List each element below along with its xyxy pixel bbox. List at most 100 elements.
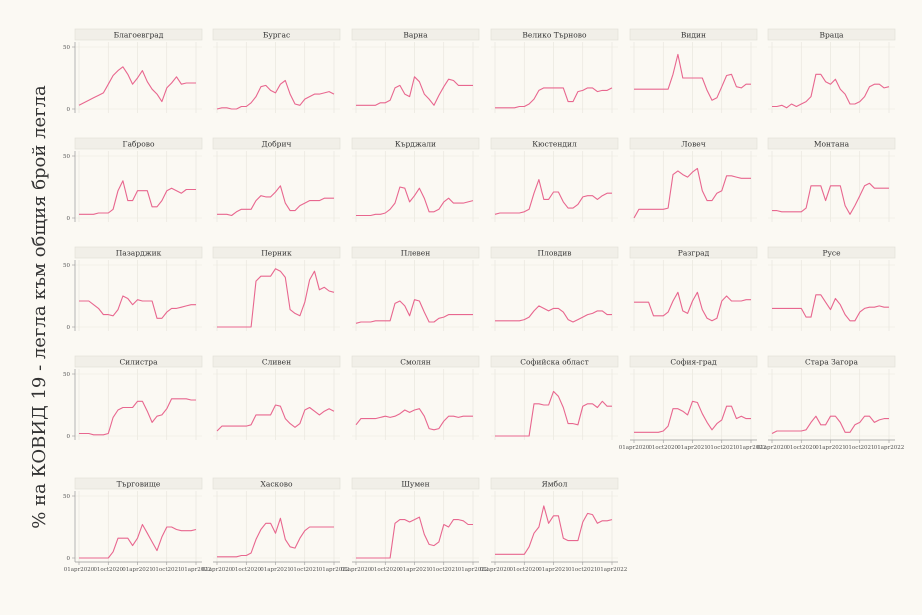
- x-tick-label: 01apr2020: [64, 567, 95, 573]
- facet-panel: Хасково 01apr2020 01oct2020 01apr2021 01oct2…: [202, 477, 349, 573]
- x-tick-label: 01oct2021: [429, 567, 459, 573]
- strip-title: Велико Търново: [522, 31, 587, 40]
- strip-background: [351, 477, 480, 490]
- strip-title: София-град: [670, 358, 717, 367]
- series-line: [356, 76, 473, 106]
- strip-title: Пазарджик: [116, 249, 162, 258]
- strip-background: [490, 137, 619, 150]
- series-line: [356, 186, 474, 217]
- series-line: [494, 179, 612, 215]
- series-line: [217, 185, 334, 217]
- strip-title: Перник: [261, 249, 292, 258]
- strip-title: Стара Загора: [805, 358, 858, 367]
- strip-title: Кърджали: [395, 140, 436, 149]
- strip-title: Плевен: [401, 249, 430, 258]
- strip-background: [212, 477, 341, 490]
- strip-title: Бургас: [263, 31, 290, 40]
- facet-panel: Плевен: [351, 246, 480, 331]
- series-line: [634, 400, 751, 433]
- x-tick-label: 01oct2020: [231, 567, 261, 573]
- x-tick-label: 01oct2020: [370, 567, 400, 573]
- strip-background: [490, 28, 619, 41]
- series-line: [216, 79, 335, 110]
- x-tick-label: 01apr2022: [319, 567, 349, 573]
- x-tick-label: 01oct2021: [290, 567, 320, 573]
- strip-title: Добрич: [262, 140, 292, 149]
- strip-background: [490, 477, 619, 490]
- facet-panel: Смолян: [351, 355, 480, 440]
- x-tick-label: 01apr2021: [260, 567, 290, 573]
- series-line: [495, 505, 613, 555]
- facet-panel: Видин: [629, 28, 758, 113]
- y-tick-label: 0: [67, 325, 71, 331]
- series-line: [79, 523, 197, 559]
- strip-background: [212, 137, 341, 150]
- facet-panel: Шумен 01apr2020 01oct2020 01apr2021 01oct202…: [341, 477, 488, 573]
- facet-panel: София-град 01apr2020 01oct2020 01apr2021 01o…: [619, 355, 766, 451]
- y-tick-label: 50: [63, 263, 70, 269]
- series-line: [79, 398, 196, 436]
- facet-panel: Софийска област: [490, 355, 619, 440]
- strip-title: Русе: [822, 249, 841, 258]
- series-line: [634, 53, 751, 101]
- strip-title: Видин: [681, 31, 706, 40]
- x-tick-label: 01apr2020: [341, 567, 372, 573]
- facet-panel: Варна: [351, 28, 480, 113]
- series-line: [772, 73, 890, 109]
- series-line: [79, 180, 196, 215]
- x-tick-label: 01oct2021: [707, 445, 737, 451]
- series-line: [216, 404, 335, 432]
- facet-panel: Габрово 0 50: [63, 137, 203, 222]
- series-line: [78, 66, 196, 106]
- x-tick-label: 01apr2022: [874, 445, 904, 451]
- strip-background: [351, 246, 480, 259]
- y-tick-label: 50: [63, 154, 70, 160]
- strip-background: [351, 355, 480, 368]
- series-line: [495, 87, 613, 109]
- x-tick-label: 01apr2020: [619, 445, 650, 451]
- x-tick-label: 01oct2020: [93, 567, 123, 573]
- x-tick-label: 01apr2021: [815, 445, 845, 451]
- facet-panel: Пазарджик 0 50: [63, 246, 203, 331]
- y-tick-label: 50: [63, 45, 70, 51]
- strip-background: [74, 477, 203, 490]
- facet-panel: Враца: [767, 28, 896, 113]
- x-tick-label: 01apr2022: [458, 567, 488, 573]
- facet-panel: Русе: [767, 246, 896, 331]
- y-tick-label: 0: [67, 434, 71, 440]
- x-tick-label: 01oct2020: [648, 445, 678, 451]
- y-tick-label: 50: [63, 372, 70, 378]
- x-tick-label: 01oct2020: [786, 445, 816, 451]
- facet-panel: Велико Търново: [490, 28, 619, 113]
- y-axis-label: % на КОВИД 19 - легла към общия брой лег…: [29, 85, 50, 529]
- strip-title: Ямбол: [542, 480, 568, 489]
- x-tick-label: 01apr2021: [399, 567, 429, 573]
- facet-panel: Сливен: [212, 355, 341, 440]
- facet-panel: Монтана: [767, 137, 896, 222]
- x-tick-label: 01apr2021: [122, 567, 152, 573]
- x-tick-label: 01apr2021: [677, 445, 707, 451]
- strip-title: Шумен: [401, 480, 429, 489]
- facet-panel: Бургас: [212, 28, 341, 113]
- series-line: [356, 516, 473, 559]
- series-line: [355, 408, 473, 431]
- series-line: [634, 291, 751, 322]
- strip-background: [629, 246, 758, 259]
- facet-panel: Ямбол 01apr2020 01oct2020 01apr2021 01oct202…: [480, 477, 627, 573]
- strip-background: [212, 355, 341, 368]
- y-tick-label: 50: [63, 494, 70, 500]
- strip-title: Пловдив: [538, 249, 572, 258]
- strip-title: Търговище: [117, 480, 161, 489]
- strip-title: Разград: [678, 249, 710, 258]
- strip-title: Софийска област: [520, 358, 588, 367]
- series-line: [771, 415, 889, 434]
- series-line: [79, 295, 196, 319]
- strip-background: [767, 28, 896, 41]
- strip-background: [629, 137, 758, 150]
- strip-background: [74, 28, 203, 41]
- strip-title: Варна: [403, 31, 428, 40]
- series-line: [217, 268, 335, 328]
- facet-panel: Перник: [212, 246, 341, 331]
- strip-title: Смолян: [400, 358, 431, 367]
